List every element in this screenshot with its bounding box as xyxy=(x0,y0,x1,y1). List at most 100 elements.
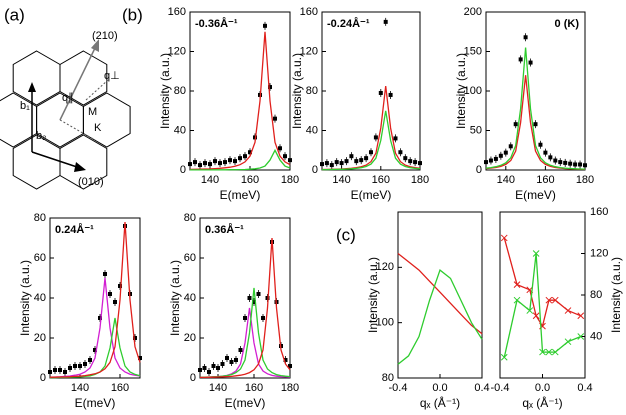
data-point xyxy=(369,150,373,155)
data-point xyxy=(273,116,277,121)
cross-marker xyxy=(539,348,546,356)
data-point xyxy=(403,156,408,161)
x-tick-label: 140 xyxy=(201,174,219,186)
x-tick-label: 160 xyxy=(241,174,259,186)
data-point xyxy=(213,159,217,164)
data-point xyxy=(573,162,578,167)
panel-annotation: 0 (K) xyxy=(555,18,580,30)
x-tick-label: 140 xyxy=(497,174,515,186)
panel-annotation: 0.36Å⁻¹ xyxy=(205,223,244,236)
y-tick-label: 120 xyxy=(300,45,318,57)
data-point xyxy=(383,19,388,24)
y-tick-label: 160 xyxy=(168,6,186,18)
data-point xyxy=(503,150,508,155)
data-point xyxy=(583,163,587,168)
x-tick-label: 160 xyxy=(111,382,129,394)
data-point xyxy=(223,160,227,165)
y-tick-label: 0 xyxy=(180,164,186,176)
fit-line xyxy=(190,148,291,171)
data-point xyxy=(63,370,67,374)
data-point xyxy=(349,154,354,159)
data-point xyxy=(238,348,243,352)
fit-line xyxy=(485,47,586,170)
data-point xyxy=(334,160,339,165)
cross-marker xyxy=(551,348,559,356)
cross-marker xyxy=(513,296,521,304)
fit-line xyxy=(503,237,582,328)
plot-frame xyxy=(499,211,586,379)
cross-marker xyxy=(526,307,534,314)
data-point xyxy=(238,156,242,161)
diagram-label: b₁ xyxy=(20,100,30,112)
data-point xyxy=(568,161,573,166)
data-point xyxy=(138,356,142,360)
data-point xyxy=(533,122,538,127)
data-point xyxy=(68,366,72,370)
plot-frame xyxy=(321,11,421,171)
y-axis-label: Intensity (a.u.) xyxy=(366,257,380,333)
x-axis-label: E(meV) xyxy=(515,188,556,202)
y-tick-label: 150 xyxy=(464,45,482,57)
x-tick-label: 180 xyxy=(281,174,299,186)
y-tick-label: 0 xyxy=(190,372,196,384)
data-point xyxy=(103,272,107,276)
y-tick-label: 160 xyxy=(590,206,608,218)
y-tick-label: 20 xyxy=(34,332,46,344)
data-point xyxy=(198,368,202,372)
data-point xyxy=(220,362,225,366)
y-axis-label: Intensity (a.u.) xyxy=(18,260,32,336)
fit-line xyxy=(503,253,582,358)
data-point xyxy=(484,160,488,165)
y-tick-label: 40 xyxy=(306,124,318,136)
data-point xyxy=(88,358,92,362)
y-tick-label: 80 xyxy=(174,85,186,97)
diagram-label: (210) xyxy=(92,30,118,42)
data-point xyxy=(202,366,207,370)
data-point xyxy=(364,156,369,161)
data-point xyxy=(256,292,261,296)
y-tick-label: 40 xyxy=(34,292,46,304)
x-tick-label: 160 xyxy=(536,174,554,186)
diagram-label: q∥ xyxy=(62,92,74,104)
data-point xyxy=(354,159,359,164)
data-point xyxy=(563,160,568,165)
cross-marker xyxy=(532,250,540,257)
y-axis-label: Intensity (a.u.) xyxy=(168,260,182,336)
arrowhead xyxy=(28,82,36,92)
data-point xyxy=(118,284,122,288)
data-point xyxy=(108,292,112,296)
data-point xyxy=(133,336,137,340)
cross-marker xyxy=(500,353,508,361)
y-tick-label: 160 xyxy=(300,6,318,18)
data-point xyxy=(558,160,563,165)
data-point xyxy=(283,154,287,159)
data-point xyxy=(247,296,252,300)
y-tick-label: 0 xyxy=(40,372,46,384)
panel-label: (c) xyxy=(336,225,356,244)
data-point xyxy=(373,135,378,140)
y-tick-label: 50 xyxy=(470,124,482,136)
y-tick-label: 100 xyxy=(464,85,482,97)
y-tick-label: 200 xyxy=(464,6,482,18)
diagram-label: M xyxy=(88,106,97,118)
y-axis-label: Intensity (a.u.) xyxy=(454,53,468,129)
data-point xyxy=(208,162,212,167)
y-tick-label: 0 xyxy=(312,164,318,176)
diagram-label: (010) xyxy=(78,176,104,188)
data-point xyxy=(488,158,493,163)
x-tick-label: 140 xyxy=(71,382,89,394)
y-tick-label: 0 xyxy=(476,164,482,176)
fit-line xyxy=(322,110,421,171)
data-point xyxy=(268,85,272,90)
arrowhead xyxy=(74,162,86,172)
data-point xyxy=(278,146,282,151)
data-point xyxy=(58,368,62,372)
data-point xyxy=(418,161,422,166)
cross-marker xyxy=(532,312,540,320)
data-point xyxy=(548,155,553,160)
cross-marker xyxy=(564,338,572,346)
data-point xyxy=(538,142,543,147)
data-point xyxy=(113,300,117,304)
x-tick-label: 180 xyxy=(576,174,594,186)
